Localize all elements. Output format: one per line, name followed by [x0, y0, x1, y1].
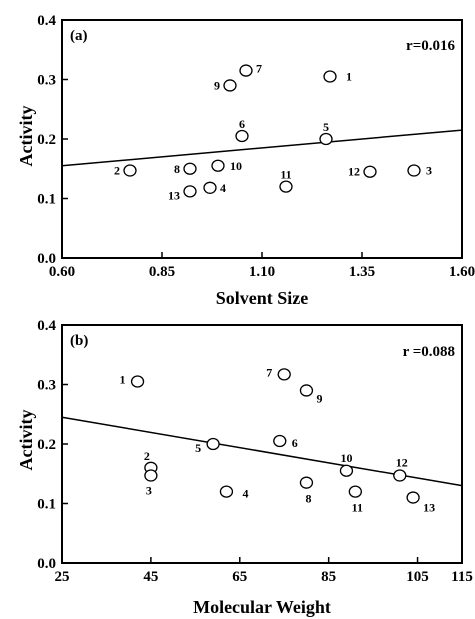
- panel-a-point-11: [279, 180, 293, 193]
- panel-b-point-8: [299, 476, 314, 489]
- panel-a-point-8: [183, 162, 197, 175]
- panel-a-point-13: [183, 185, 197, 198]
- panel-a-point-label-1: 1: [346, 70, 352, 84]
- panel-b-ytick-label: 0.2: [37, 437, 56, 453]
- panel-b-r-annotation: r =0.088: [403, 344, 455, 360]
- panel-a-point-label-5: 5: [323, 120, 329, 134]
- panel-b-xtick-label: 65: [232, 569, 247, 585]
- panel-a-ytick-label: 0.2: [37, 132, 56, 148]
- panel-b-point-label-1: 1: [120, 373, 126, 387]
- panel-a-point-label-2: 2: [114, 164, 120, 178]
- panel-a-point-label-10: 10: [230, 159, 242, 173]
- panel-a-xtick-label: 1.35: [349, 264, 375, 280]
- panel-b-point-label-11: 11: [352, 501, 363, 515]
- panel-a-point-label-9: 9: [214, 78, 220, 92]
- panel-b-point-11: [348, 485, 362, 498]
- panel-a-fit-line: [61, 129, 463, 167]
- panel-b-xtick-label: 45: [143, 569, 158, 585]
- panel-a-ytick-label: 0.1: [37, 192, 56, 208]
- panel-b-point-label-2: 2: [144, 449, 150, 463]
- panel-a-frame: [61, 19, 463, 259]
- panel-b-point-label-13: 13: [423, 501, 435, 515]
- panel-a-point-label-7: 7: [256, 62, 262, 76]
- panel-a-point-2: [123, 164, 137, 177]
- panel-a-xtick-label: 1.10: [249, 264, 275, 280]
- panel-b-point-13: [406, 491, 420, 504]
- panel-b-point-12: [393, 469, 407, 482]
- panel-b-point-label-9: 9: [316, 391, 322, 405]
- panel-a-ytick-label: 0.3: [37, 73, 56, 89]
- panel-a-point-label-6: 6: [239, 117, 245, 131]
- panel-b-point-10: [339, 464, 354, 477]
- panel-a-point-12: [363, 165, 377, 178]
- panel-a-point-1: [323, 70, 337, 83]
- panel-b-point-5: [206, 437, 220, 451]
- panel-b-point-label-12: 12: [396, 456, 408, 470]
- panel-b-letter: (b): [70, 333, 88, 349]
- panel-a-ylabel: Activity: [16, 106, 36, 167]
- panel-a-point-6: [235, 129, 249, 143]
- panel-b-point-label-3: 3: [146, 484, 152, 498]
- panel-b-point-label-8: 8: [305, 492, 311, 506]
- panel-a-point-label-8: 8: [174, 162, 180, 176]
- panel-b-point-label-5: 5: [195, 441, 201, 455]
- panel-a-point-label-12: 12: [348, 165, 360, 179]
- panel-b-xtick-label: 115: [451, 569, 473, 585]
- panel-b-point-4: [219, 485, 234, 498]
- panel-a-point-4: [203, 181, 217, 194]
- panel-a-point-7: [239, 64, 253, 77]
- panel-a-ytick-label: 0.0: [37, 251, 56, 267]
- panel-a-point-label-4: 4: [220, 181, 226, 195]
- panel-b-xtick-label: 25: [55, 569, 70, 585]
- panel-a-xlabel: Solvent Size: [216, 288, 309, 308]
- panel-b-point-label-4: 4: [242, 487, 248, 501]
- panel-a: Activity Solvent Size (a) r=0.016 0.0 0.1…: [16, 13, 475, 308]
- panel-b-xlabel: Molecular Weight: [193, 597, 331, 617]
- panel-a-point-3: [407, 164, 421, 177]
- panel-a-point-9: [223, 79, 237, 92]
- panel-b-ytick-label: 0.4: [37, 318, 56, 334]
- panel-a-point-label-13: 13: [168, 188, 180, 202]
- panel-b-point-label-7: 7: [266, 365, 272, 379]
- panel-b-ytick-label: 0.0: [37, 556, 56, 572]
- panel-b-ytick-label: 0.3: [37, 378, 56, 394]
- panel-b-ylabel: Activity: [16, 410, 36, 471]
- panel-b-point-1: [130, 375, 145, 388]
- panel-a-xtick-label: 0.60: [49, 264, 75, 280]
- panel-b-frame: [61, 324, 463, 564]
- panel-a-xtick-label: 1.60: [449, 264, 475, 280]
- panel-b: Activity Molecular Weight (b) r =0.088 0…: [16, 318, 473, 617]
- panel-a-point-10: [211, 159, 225, 172]
- panel-a-r-annotation: r=0.016: [406, 38, 455, 54]
- panel-b-point-9: [299, 384, 314, 397]
- panel-a-ytick-label: 0.4: [37, 13, 56, 29]
- panel-b-point-3: [144, 469, 158, 482]
- panel-a-letter: (a): [70, 28, 88, 44]
- panel-b-xtick-label: 85: [321, 569, 336, 585]
- panel-a-point-label-3: 3: [426, 164, 432, 178]
- panel-b-point-label-10: 10: [340, 451, 352, 465]
- panel-a-xtick-label: 0.85: [149, 264, 175, 280]
- panel-b-xtick-label: 105: [406, 569, 429, 585]
- panel-b-point-label-6: 6: [292, 436, 298, 450]
- panel-a-point-label-11: 11: [280, 168, 291, 182]
- panel-a-point-5: [319, 132, 333, 146]
- panel-b-ytick-label: 0.1: [37, 497, 56, 513]
- panel-b-point-7: [277, 368, 291, 381]
- panel-b-point-6: [273, 434, 287, 448]
